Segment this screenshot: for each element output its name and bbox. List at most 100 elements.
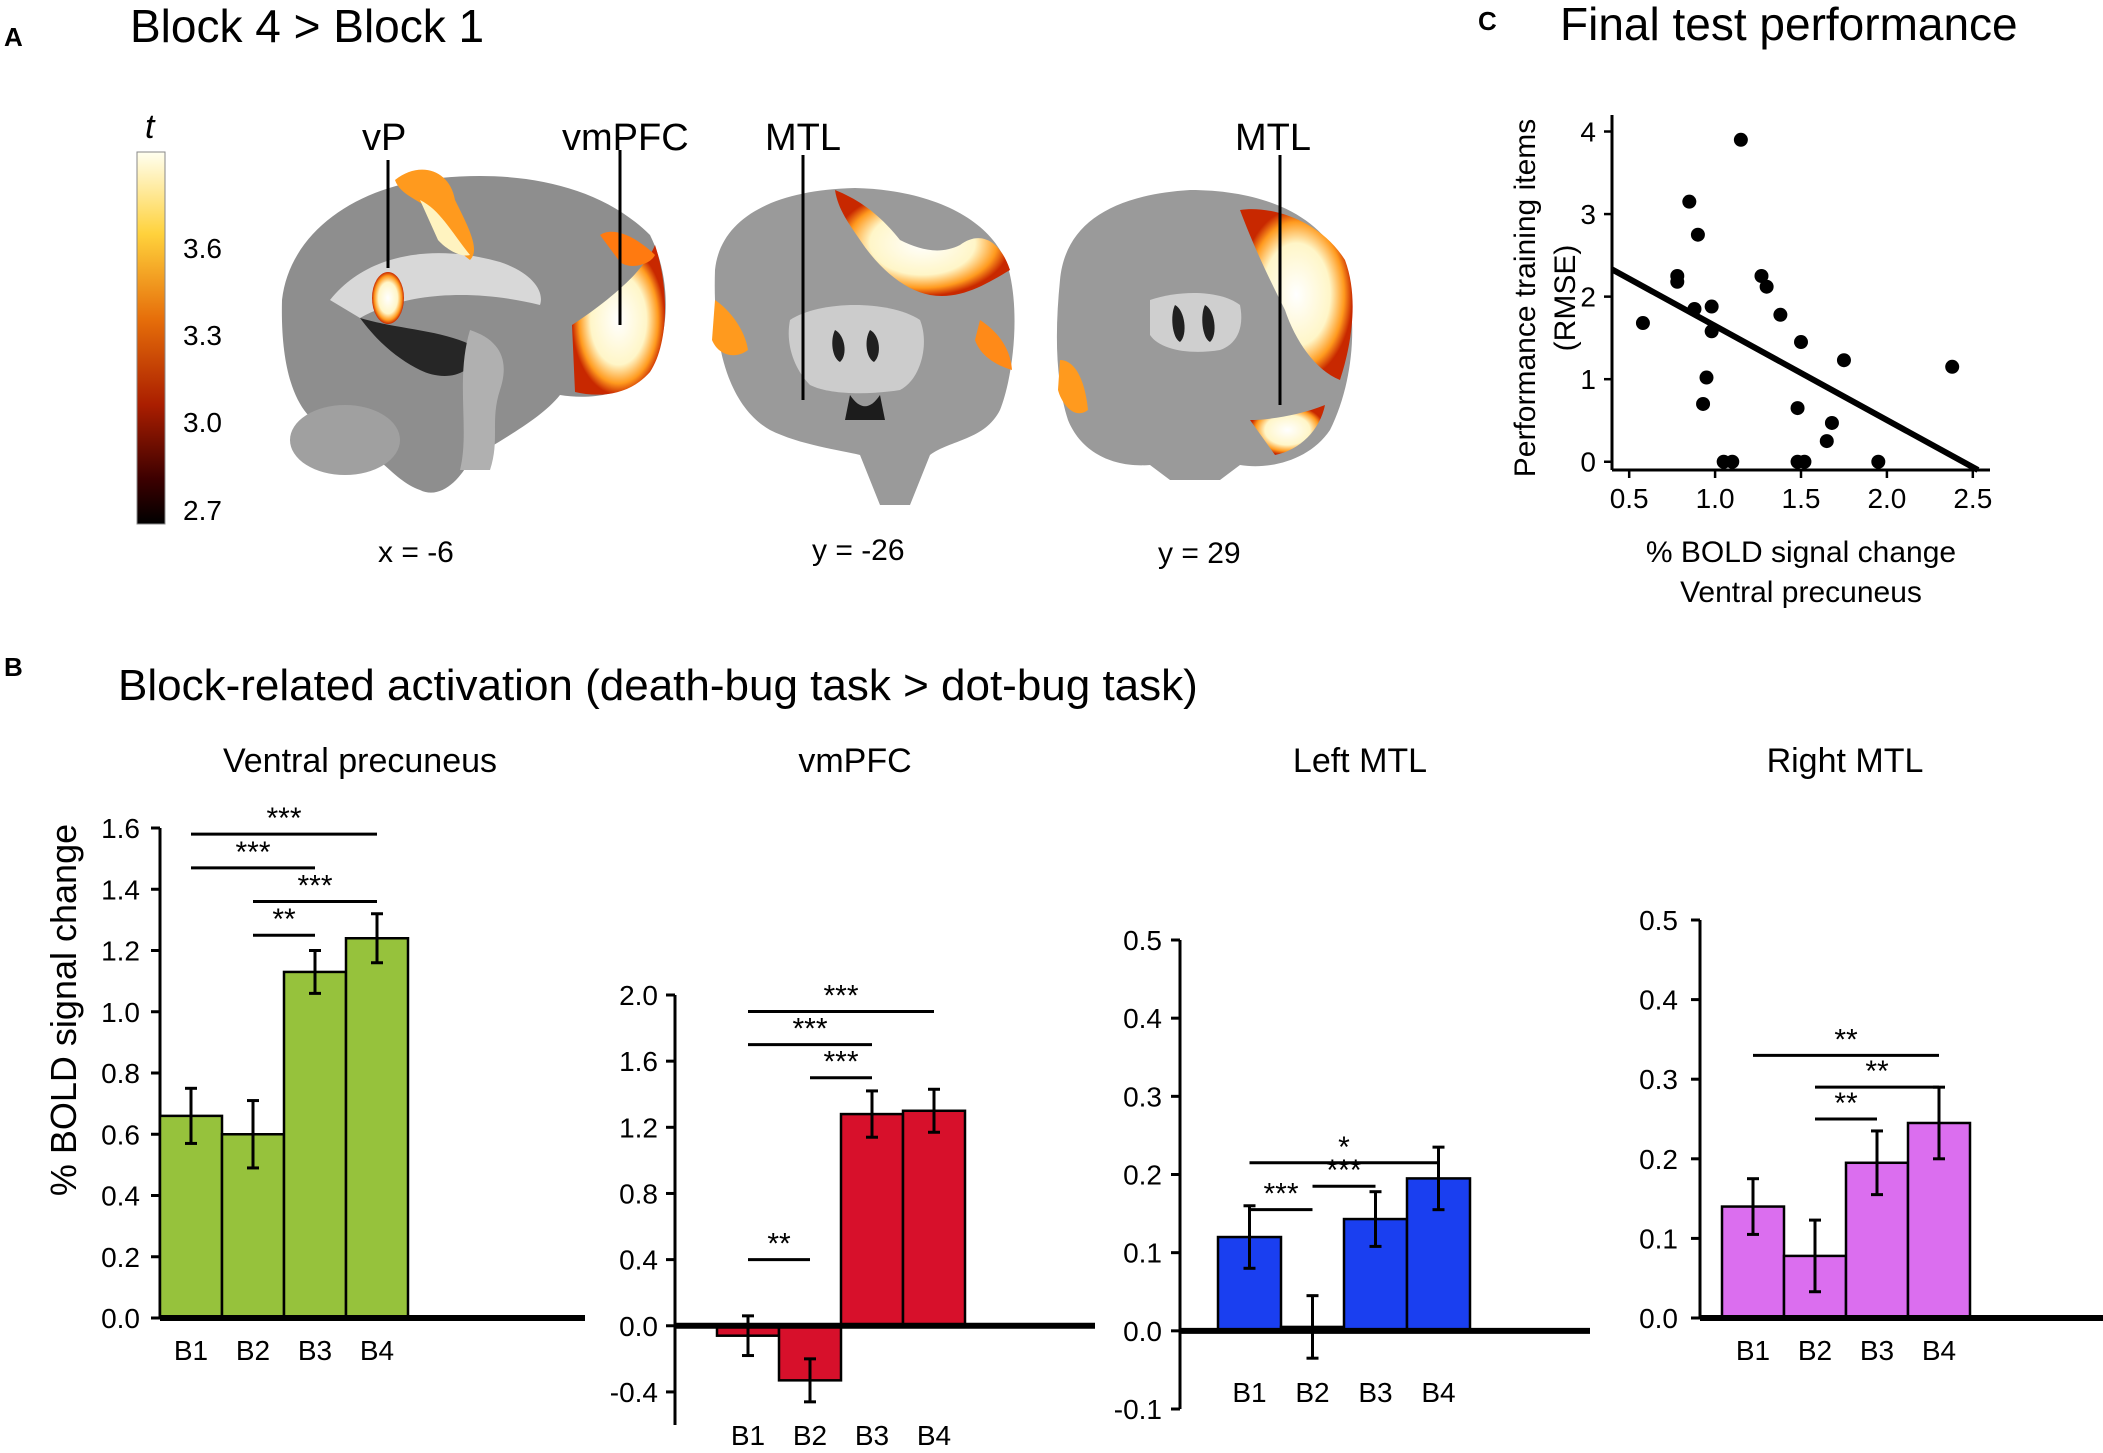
scatter-point bbox=[1773, 307, 1788, 322]
scatter-point bbox=[1733, 132, 1748, 147]
significance-label-left-mtl: *** bbox=[1326, 1154, 1361, 1187]
category-label-right-mtl: B4 bbox=[1922, 1335, 1956, 1366]
y-tick-label-ventral-precuneus: 0.6 bbox=[101, 1119, 140, 1150]
panel-a-title: Block 4 > Block 1 bbox=[130, 0, 484, 52]
significance-label-vmpfc: *** bbox=[823, 1046, 858, 1079]
y-tick-label-right-mtl: 0.1 bbox=[1639, 1223, 1678, 1254]
category-label-left-mtl: B4 bbox=[1421, 1377, 1455, 1408]
category-label-left-mtl: B3 bbox=[1358, 1377, 1392, 1408]
scatter-point bbox=[1690, 227, 1705, 242]
y-tick-label-left-mtl: 0.0 bbox=[1123, 1316, 1162, 1347]
bar-ventral-precuneus-b1 bbox=[158, 1114, 224, 1320]
scatter-x-tick-label: 2.5 bbox=[1953, 483, 1992, 514]
category-label-left-mtl: B1 bbox=[1232, 1377, 1266, 1408]
category-label-right-mtl: B3 bbox=[1860, 1335, 1894, 1366]
significance-label-vmpfc: *** bbox=[792, 1013, 827, 1046]
y-tick-label-ventral-precuneus: 1.4 bbox=[101, 874, 140, 905]
scatter-point bbox=[1759, 279, 1774, 294]
slice-label-y-26: y = -26 bbox=[812, 534, 905, 567]
y-tick-label-vmpfc: 0.0 bbox=[619, 1311, 658, 1342]
brain-slice-coronal-posterior bbox=[712, 188, 1015, 505]
colorbar-tick-3-6: 3.6 bbox=[183, 233, 222, 264]
y-tick-label-ventral-precuneus: 1.0 bbox=[101, 997, 140, 1028]
y-tick-label-ventral-precuneus: 0.8 bbox=[101, 1058, 140, 1089]
charts: Ventral precuneus 0.0 0.2 0.4 0.6 0.8 1.0 1.2 1.… bbox=[101, 115, 2103, 1451]
y-tick-label-left-mtl: 0.2 bbox=[1123, 1160, 1162, 1191]
y-tick-label-ventral-precuneus: 0.2 bbox=[101, 1242, 140, 1273]
panel-c-letter: C bbox=[1478, 6, 1497, 36]
y-tick-label-ventral-precuneus: 0.0 bbox=[101, 1303, 140, 1334]
scatter-point bbox=[1670, 274, 1685, 289]
y-tick-label-vmpfc: 2.0 bbox=[619, 980, 658, 1011]
y-tick-label-left-mtl: 0.1 bbox=[1123, 1238, 1162, 1269]
scatter-y-tick-label: 3 bbox=[1580, 199, 1596, 230]
colorbar-label: t bbox=[145, 108, 156, 146]
chart-title-left-mtl: Left MTL bbox=[1293, 742, 1427, 780]
colorbar-tick-3-3: 3.3 bbox=[183, 320, 222, 351]
significance-label-vmpfc: *** bbox=[823, 980, 858, 1013]
scatter-y-tick-label: 4 bbox=[1580, 117, 1596, 148]
regression-line bbox=[1610, 266, 1980, 473]
brain-slice-coronal-anterior bbox=[1056, 190, 1353, 480]
category-label-vmpfc: B4 bbox=[917, 1420, 951, 1451]
panel-b-title: Block-related activation (death-bug task… bbox=[118, 661, 1198, 710]
y-tick-label-right-mtl: 0.0 bbox=[1639, 1303, 1678, 1334]
category-label-right-mtl: B2 bbox=[1798, 1335, 1832, 1366]
scatter-point bbox=[1687, 302, 1702, 317]
chart-title-ventral-precuneus: Ventral precuneus bbox=[223, 742, 497, 780]
region-label-mtl-right: MTL bbox=[1235, 117, 1311, 159]
y-tick-label-right-mtl: 0.5 bbox=[1639, 905, 1678, 936]
bar-vmpfc-b3 bbox=[839, 1112, 905, 1328]
significance-label-ventral-precuneus: *** bbox=[266, 802, 301, 835]
category-label-vmpfc: B1 bbox=[731, 1420, 765, 1451]
y-tick-label-left-mtl: 0.3 bbox=[1123, 1081, 1162, 1112]
significance-label-ventral-precuneus: *** bbox=[297, 870, 332, 903]
y-tick-label-vmpfc: 0.4 bbox=[619, 1245, 658, 1276]
category-label-ventral-precuneus: B2 bbox=[236, 1335, 270, 1366]
scatter-y-label: Performance training items bbox=[1509, 119, 1542, 477]
slice-label-y-29: y = 29 bbox=[1158, 537, 1241, 570]
significance-label-left-mtl: *** bbox=[1263, 1178, 1298, 1211]
significance-label-left-mtl: * bbox=[1338, 1131, 1350, 1164]
category-label-vmpfc: B2 bbox=[793, 1420, 827, 1451]
y-tick-label-ventral-precuneus: 1.2 bbox=[101, 936, 140, 967]
chart-title-right-mtl: Right MTL bbox=[1767, 742, 1924, 780]
panel-a-letter: A bbox=[4, 22, 23, 52]
colorbar-tick-3-0: 3.0 bbox=[183, 407, 222, 438]
y-tick-label-ventral-precuneus: 1.6 bbox=[101, 813, 140, 844]
scatter-point bbox=[1819, 434, 1834, 449]
scatter-point bbox=[1635, 316, 1650, 331]
y-tick-label-left-mtl: 0.4 bbox=[1123, 1003, 1162, 1034]
panel-b-ylabel: % BOLD signal change bbox=[43, 824, 84, 1196]
scatter-point bbox=[1754, 268, 1769, 283]
scatter-point bbox=[1824, 415, 1839, 430]
scatter-point bbox=[1704, 299, 1719, 314]
region-label-vmpfc: vmPFC bbox=[562, 117, 689, 159]
scatter-point bbox=[1696, 396, 1711, 411]
region-label-mtl-left: MTL bbox=[765, 117, 841, 159]
scatter-x-label: % BOLD signal change bbox=[1646, 536, 1956, 569]
slice-label-x-6: x = -6 bbox=[378, 536, 454, 569]
scatter-point bbox=[1797, 454, 1812, 469]
y-tick-label-left-mtl: 0.5 bbox=[1123, 925, 1162, 956]
scatter-point bbox=[1836, 353, 1851, 368]
chart-title-vmpfc: vmPFC bbox=[798, 742, 911, 780]
scatter-point bbox=[1794, 335, 1808, 350]
significance-label-ventral-precuneus: *** bbox=[235, 836, 270, 869]
category-label-left-mtl: B2 bbox=[1295, 1377, 1329, 1408]
scatter-point bbox=[1682, 194, 1697, 209]
significance-label-right-mtl: ** bbox=[1834, 1087, 1858, 1120]
y-tick-label-vmpfc: 1.6 bbox=[619, 1046, 658, 1077]
significance-label-right-mtl: ** bbox=[1865, 1055, 1889, 1088]
y-tick-label-right-mtl: 0.2 bbox=[1639, 1144, 1678, 1175]
scatter-point bbox=[1945, 359, 1960, 374]
bar-ventral-precuneus-b4 bbox=[344, 937, 410, 1320]
y-tick-label-vmpfc: 0.8 bbox=[619, 1178, 658, 1209]
colorbar-tick-2-7: 2.7 bbox=[183, 495, 222, 526]
bar-vmpfc-b4 bbox=[901, 1109, 967, 1328]
significance-label-vmpfc: ** bbox=[767, 1228, 791, 1261]
category-label-vmpfc: B3 bbox=[855, 1420, 889, 1451]
panel-c-title: Final test performance bbox=[1560, 0, 2018, 50]
scatter-x-tick-label: 1.5 bbox=[1782, 483, 1821, 514]
